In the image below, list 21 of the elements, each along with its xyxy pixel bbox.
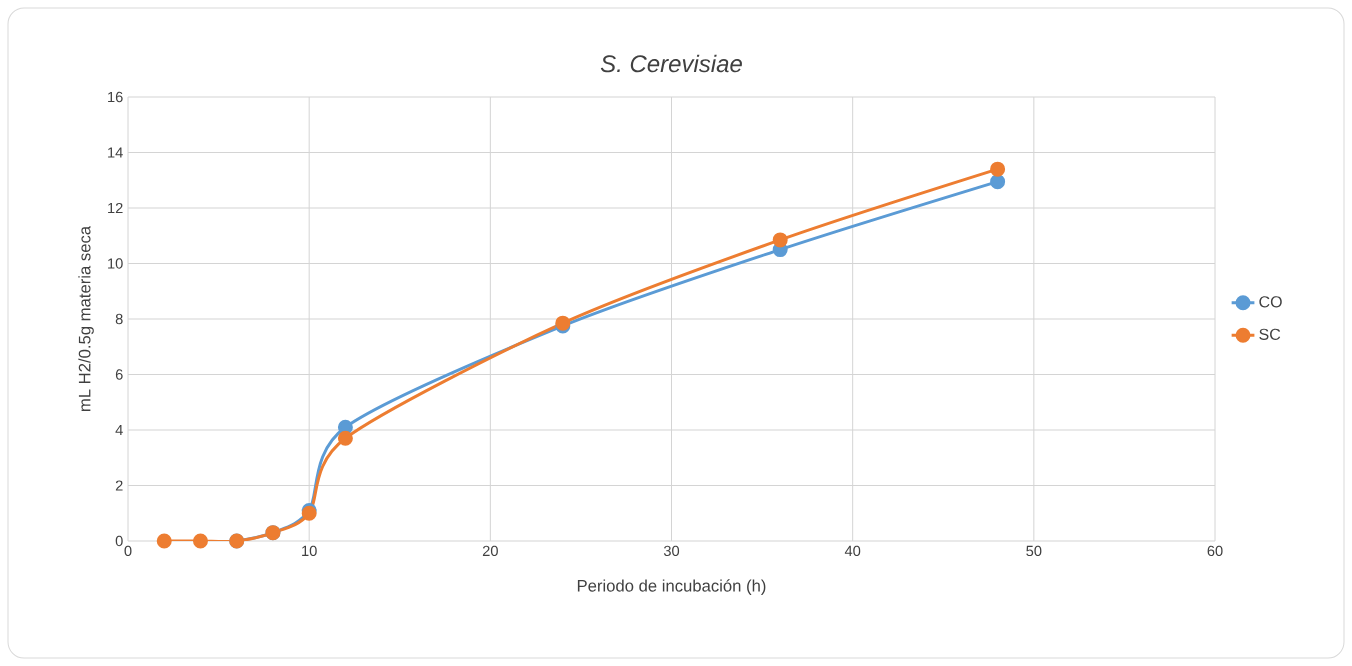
x-tick-label: 10 [302, 545, 317, 557]
y-tick-label: 0 [115, 535, 123, 547]
y-axis-title: mL H2/0.5g materia seca [78, 225, 94, 411]
x-tick-label: 40 [844, 545, 861, 557]
x-tick-label: 30 [663, 545, 680, 557]
chart-title: S. Cerevisiae [600, 54, 742, 73]
legend-label: SC [1259, 328, 1281, 340]
y-tick-label: 6 [115, 369, 123, 380]
y-tick-label: 10 [108, 258, 123, 269]
x-tick-label: 20 [482, 545, 498, 557]
y-tick-label: 16 [108, 91, 123, 103]
y-tick-label: 2 [115, 480, 123, 491]
y-tick-label: 4 [115, 424, 123, 436]
y-tick-label: 8 [115, 313, 123, 325]
x-axis-title: Periodo de incubación (h) [577, 579, 766, 595]
x-tick-label: 60 [1207, 545, 1223, 557]
legend-label: CO [1259, 296, 1282, 308]
x-tick-label: 0 [124, 545, 132, 557]
y-tick-label: 14 [108, 147, 123, 158]
x-tick-label: 50 [1026, 545, 1042, 557]
y-tick-label: 12 [108, 202, 123, 214]
